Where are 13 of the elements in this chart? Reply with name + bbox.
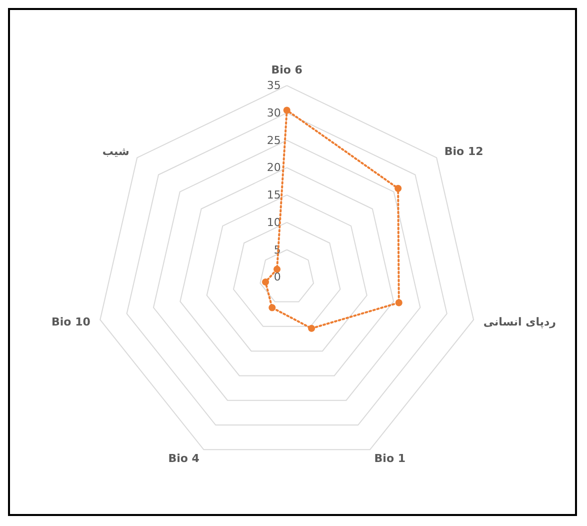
spoke-label: Bio 10 [52,315,91,328]
spoke-label: Bio 6 [271,64,303,77]
spoke-label: Bio 12 [444,144,484,158]
y-tick-label: 20 [266,161,281,174]
y-tick-label: 35 [266,79,281,92]
spoke-label: شیب [102,144,130,158]
y-tick-label: 0 [274,270,281,284]
spoke-label: Bio 4 [168,452,200,466]
y-tick-label: 15 [266,188,281,202]
y-tick-label: 25 [266,134,281,147]
y-tick-label: 30 [266,106,281,120]
spoke-label: Bio 1 [374,452,406,466]
spoke-label: ردپای انسانی [483,315,556,328]
